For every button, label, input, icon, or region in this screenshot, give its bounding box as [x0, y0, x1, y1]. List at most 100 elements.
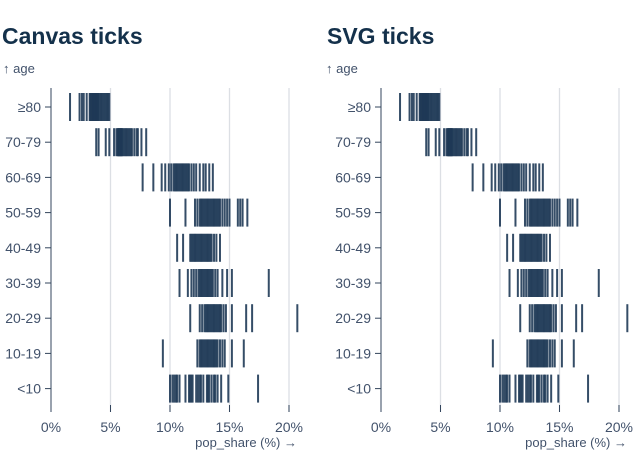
data-tick-mark: [176, 163, 179, 192]
data-tick-mark: [504, 163, 507, 192]
data-tick-mark: [230, 304, 233, 333]
data-tick-mark: [221, 339, 224, 368]
y-tick-label: 10-19: [5, 345, 41, 361]
data-tick-mark: [532, 339, 535, 368]
data-tick-mark: [490, 163, 493, 192]
data-tick-mark: [538, 163, 541, 192]
data-tick-mark: [85, 93, 88, 121]
data-tick-mark: [572, 339, 575, 368]
data-tick-mark: [140, 128, 143, 157]
data-tick-mark: [101, 93, 104, 121]
y-tick-label: 30-39: [335, 275, 371, 291]
data-tick-mark: [457, 128, 460, 157]
data-tick-mark: [543, 339, 546, 368]
data-tick-mark: [415, 93, 418, 121]
data-tick-mark: [528, 304, 531, 333]
y-tick-label: ≥80: [18, 99, 41, 115]
data-tick-mark: [203, 269, 206, 297]
data-tick-mark: [540, 198, 543, 227]
data-tick-mark: [99, 93, 102, 121]
data-tick-mark: [216, 339, 219, 368]
data-tick-mark: [526, 339, 529, 368]
data-tick-mark: [214, 339, 217, 368]
data-tick-mark: [209, 233, 212, 262]
data-tick-mark: [529, 198, 532, 227]
data-tick-mark: [540, 233, 543, 262]
data-tick-mark: [499, 198, 501, 227]
data-tick-mark: [543, 374, 546, 403]
data-tick-mark: [213, 304, 216, 333]
data-tick-mark: [185, 163, 188, 192]
data-tick-mark: [566, 198, 569, 227]
data-tick-mark: [191, 233, 194, 262]
data-tick-mark: [460, 128, 463, 157]
data-tick-mark: [491, 339, 494, 368]
data-tick-mark: [246, 198, 249, 227]
data-tick-mark: [296, 304, 299, 333]
data-tick-mark: [121, 128, 124, 157]
data-tick-mark: [205, 304, 208, 333]
data-tick-mark: [528, 198, 531, 227]
data-tick-mark: [218, 233, 221, 262]
data-tick-mark: [525, 374, 528, 403]
data-tick-mark: [208, 374, 211, 403]
data-tick-mark: [531, 304, 534, 333]
data-tick-mark: [560, 304, 563, 333]
data-tick-mark: [192, 269, 195, 297]
data-tick-mark: [180, 163, 183, 192]
data-tick-mark: [514, 163, 517, 192]
data-tick-mark: [127, 128, 130, 157]
data-tick-mark: [201, 198, 204, 227]
data-tick-mark: [502, 163, 505, 192]
y-tick-label: 20-29: [5, 310, 41, 326]
data-tick-mark: [97, 93, 100, 121]
data-tick-mark: [544, 339, 547, 368]
data-tick-mark: [205, 339, 208, 368]
data-tick-mark: [174, 374, 177, 403]
data-tick-mark: [130, 128, 133, 157]
data-tick-mark: [199, 339, 202, 368]
data-tick-mark: [213, 374, 216, 403]
data-tick-mark: [222, 304, 225, 333]
data-tick-mark: [535, 269, 538, 297]
data-tick-mark: [211, 339, 214, 368]
data-tick-mark: [571, 198, 574, 227]
data-tick-mark: [205, 198, 208, 227]
data-tick-mark: [161, 339, 164, 368]
data-tick-mark: [535, 339, 538, 368]
data-tick-mark: [410, 93, 413, 121]
data-tick-mark: [230, 339, 233, 368]
data-tick-mark: [193, 233, 196, 262]
data-tick-mark: [204, 233, 207, 262]
data-tick-mark: [503, 374, 506, 403]
data-tick-mark: [545, 304, 548, 333]
data-tick-mark: [520, 163, 523, 192]
data-tick-mark: [525, 163, 528, 192]
data-tick-mark: [182, 233, 185, 262]
data-tick-mark: [433, 93, 436, 121]
x-tick-label: 5%: [430, 419, 450, 435]
canvas-ticks-plot: 0% 5% 10% 15% 20%pop_share (%) → ≥80 70-79 60-6…: [5, 88, 303, 450]
data-tick-mark: [209, 269, 212, 297]
data-tick-mark: [105, 93, 108, 121]
data-tick-mark: [518, 163, 521, 192]
data-tick-mark: [534, 304, 537, 333]
data-tick-mark: [494, 163, 497, 192]
data-tick-mark: [214, 198, 217, 227]
data-tick-mark: [198, 163, 201, 192]
data-tick-mark: [89, 93, 92, 121]
data-tick-mark: [532, 233, 535, 262]
data-tick-mark: [458, 128, 461, 157]
data-tick-mark: [528, 374, 531, 403]
data-tick-mark: [199, 233, 202, 262]
data-tick-mark: [178, 374, 181, 403]
data-tick-mark: [208, 198, 211, 227]
data-tick-mark: [537, 304, 540, 333]
data-tick-mark: [528, 339, 531, 368]
data-tick-mark: [202, 198, 205, 227]
data-tick-mark: [210, 269, 213, 297]
data-tick-mark: [199, 198, 202, 227]
data-tick-mark: [534, 198, 537, 227]
data-tick-mark: [515, 163, 518, 192]
data-tick-mark: [535, 374, 538, 403]
